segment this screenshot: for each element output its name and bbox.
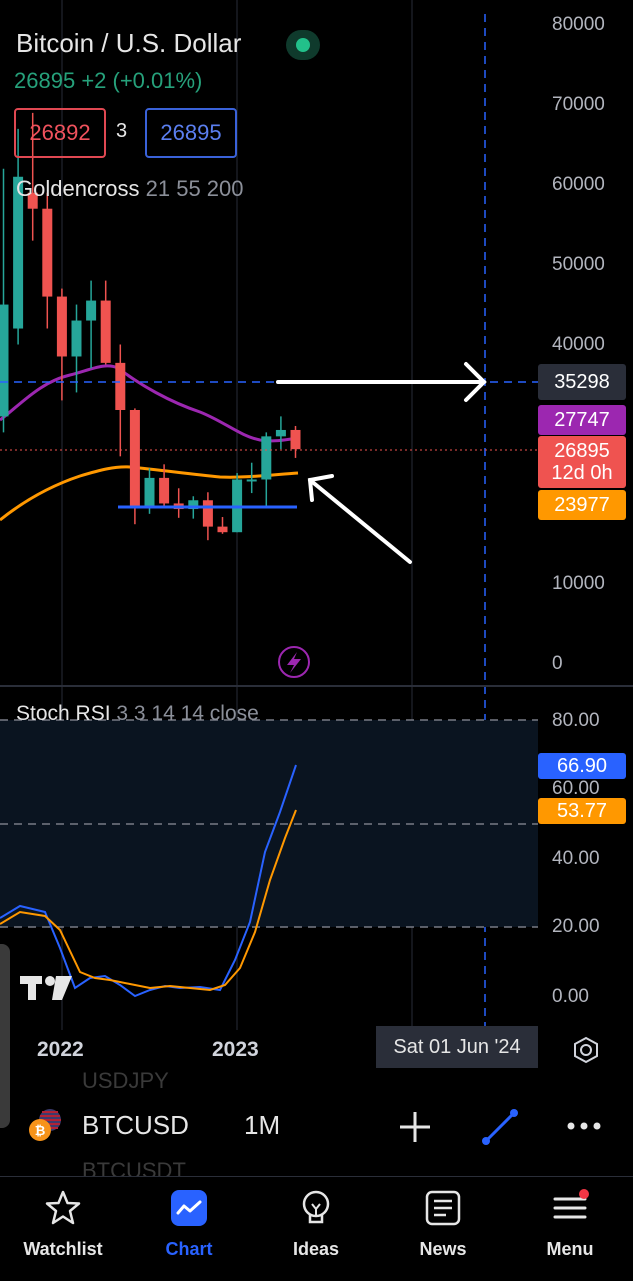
rsi-tick: 20.00 [552, 916, 600, 937]
crosshair-date-badge: Sat 01 Jun '24 [376, 1026, 538, 1068]
nav-chart-label: Chart [165, 1239, 213, 1259]
side-drawer-handle[interactable] [0, 944, 10, 1128]
candle-body [27, 192, 38, 209]
bar-countdown: 12d 0h [551, 462, 613, 484]
chart-canvas[interactable] [0, 0, 633, 1080]
nav-watchlist[interactable]: Watchlist [8, 1177, 118, 1281]
lightbulb-icon [302, 1190, 330, 1224]
crosshair-price-badge: 35298 [538, 364, 626, 400]
last-price-change: 26895 +2 (+0.01%) [14, 68, 202, 94]
price-tick: 60000 [552, 174, 605, 195]
buy-button[interactable]: 26895 [145, 108, 237, 158]
rsi-tick: 40.00 [552, 848, 600, 869]
symbol-title[interactable]: Bitcoin / U.S. Dollar [16, 28, 242, 58]
chart-settings-icon[interactable] [574, 1036, 598, 1064]
price-change: +2 (+0.01%) [81, 68, 203, 93]
rsi-tick: 60.00 [552, 778, 600, 799]
more-options-icon[interactable] [566, 1116, 602, 1136]
price-tick: 50000 [552, 254, 605, 275]
rsi-name: Stoch RSI [16, 702, 111, 725]
rsi-tick: 80.00 [552, 710, 600, 731]
sell-button[interactable]: 26892 [14, 108, 106, 158]
price-tick: 10000 [552, 573, 605, 594]
arrow-annotation-right [276, 362, 487, 402]
stoch-rsi-legend[interactable]: Stoch RSI 3 3 14 14 close [16, 702, 259, 726]
arrow-annotation-diagonal [307, 474, 412, 564]
lightning-icon[interactable] [278, 646, 310, 678]
candle-body [202, 500, 213, 527]
nav-menu-label: Menu [546, 1239, 594, 1259]
nav-ideas-label: Ideas [292, 1239, 340, 1259]
candle-body [115, 362, 126, 410]
candle-body [290, 429, 301, 450]
nav-watchlist-label: Watchlist [23, 1239, 103, 1259]
indicator-name: Goldencross [16, 176, 140, 201]
indicator-legend[interactable]: Goldencross 21 55 200 [16, 176, 244, 202]
time-tick: 2023 [212, 1038, 259, 1061]
price-tick: 0 [552, 653, 563, 674]
candle-body [261, 436, 272, 480]
indicator-params: 21 55 200 [145, 176, 244, 201]
star-icon [45, 1190, 81, 1225]
candle-body [144, 477, 155, 506]
time-tick: 2022 [37, 1038, 84, 1061]
market-open-indicator [286, 30, 320, 60]
rsi-tick: 0.00 [552, 986, 589, 1007]
candle-body [71, 320, 82, 357]
nav-ideas[interactable]: Ideas [261, 1177, 371, 1281]
stoch-d-badge: 53.77 [538, 798, 626, 824]
chart-icon [171, 1190, 207, 1226]
newspaper-icon [425, 1190, 461, 1226]
symbol-selector[interactable]: BTCUSD [82, 1110, 189, 1140]
price-tick: 80000 [552, 14, 605, 35]
candle-body [217, 526, 228, 533]
btc-flag-icon: ₿ [29, 1109, 61, 1141]
nav-news-label: News [419, 1239, 467, 1259]
last-price-badge: 26895 12d 0h [538, 436, 626, 488]
candle-body [188, 500, 199, 510]
candle-body [13, 176, 24, 329]
nav-chart[interactable]: Chart [134, 1177, 244, 1281]
ghost-symbol-above: USDJPY [82, 1068, 169, 1093]
ma-purple-badge: 27747 [538, 405, 626, 435]
nav-menu[interactable]: Menu [515, 1177, 625, 1281]
candle-body [246, 479, 257, 482]
tradingview-logo [20, 976, 72, 1000]
last-price: 26895 [14, 68, 76, 93]
stoch-k-badge: 66.90 [538, 753, 626, 779]
candle-body [56, 296, 67, 357]
price-tick: 70000 [552, 94, 605, 115]
candle-body [0, 304, 9, 417]
rsi-params: 3 3 14 14 close [116, 702, 259, 725]
bottom-navigation: Watchlist Chart Ideas News Menu [0, 1176, 633, 1281]
nav-news[interactable]: News [388, 1177, 498, 1281]
candle-body [159, 477, 170, 504]
stoch-k-line [0, 764, 297, 998]
stoch-d-line [0, 809, 297, 992]
last-price-badge-value: 26895 [554, 440, 610, 462]
drawing-tool-icon[interactable] [480, 1106, 520, 1146]
candle-body [275, 429, 286, 437]
ma-orange-badge: 23977 [538, 490, 626, 520]
hamburger-icon [553, 1189, 589, 1219]
candle-body [100, 300, 111, 363]
price-tick: 40000 [552, 334, 605, 355]
svg-text:₿: ₿ [35, 1123, 46, 1138]
candle-body [129, 409, 140, 506]
candle-body [86, 300, 97, 321]
plus-icon[interactable] [398, 1110, 432, 1144]
spread-value: 3 [116, 120, 128, 142]
candle-body [42, 208, 53, 297]
interval-selector[interactable]: 1M [244, 1110, 281, 1140]
ma-purple-line [0, 364, 299, 443]
